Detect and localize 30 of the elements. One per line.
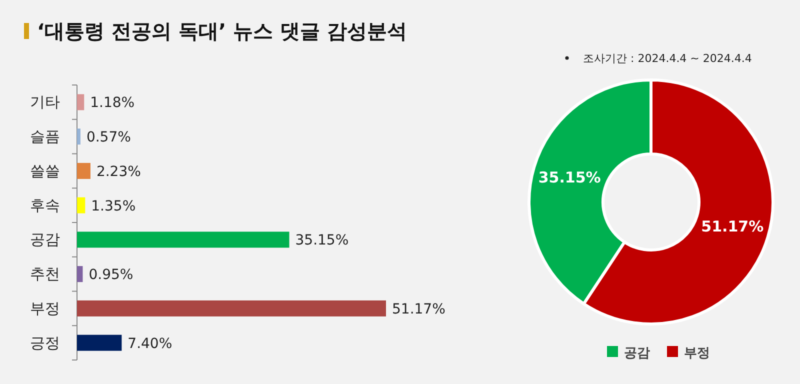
bar: [77, 300, 386, 316]
y-tick-label: 공감: [30, 230, 60, 249]
legend-label: 부정: [684, 346, 710, 361]
data-label: 0.95%: [88, 267, 134, 284]
bar: [77, 266, 83, 282]
y-tick-label: 부정: [30, 299, 60, 318]
chart-title: ‘대통령 전공의 독대’ 뉴스 댓글 감성분석: [37, 19, 408, 43]
data-label: 51.17%: [392, 301, 446, 318]
data-label: 1.18%: [90, 95, 135, 112]
y-tick-label: 쓸쓸: [30, 162, 60, 180]
data-label: 35.15%: [538, 168, 601, 187]
legend-label: 공감: [624, 346, 650, 361]
data-label: 51.17%: [701, 217, 764, 236]
data-label: 7.40%: [128, 336, 172, 352]
y-tick-label: 기타: [30, 93, 60, 112]
bar: [77, 334, 122, 351]
bar: [77, 128, 80, 145]
y-tick-label: 후속: [30, 196, 60, 214]
y-tick-label: 긍정: [30, 334, 60, 352]
data-label: 2.23%: [96, 164, 141, 180]
y-tick-label: 슬픔: [30, 128, 60, 146]
data-label: 35.15%: [295, 232, 349, 249]
y-tick-label: 추천: [30, 265, 60, 284]
bar: [77, 232, 290, 248]
text: 조사기간 : 2024.4.4 ~ 2024.4.4: [583, 52, 752, 65]
data-label: 0.57%: [86, 130, 131, 146]
bar: [77, 197, 86, 214]
bar: [77, 94, 84, 110]
data-label: 1.35%: [91, 198, 136, 214]
bar: [77, 162, 90, 179]
